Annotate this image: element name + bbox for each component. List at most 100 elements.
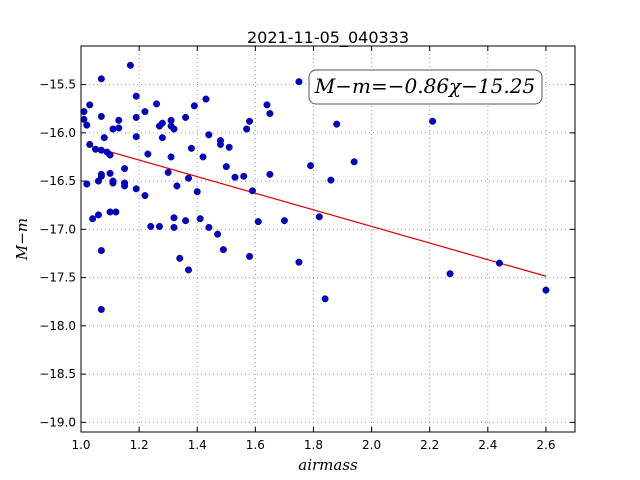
data-point — [350, 158, 358, 166]
x-axis-label: airmass — [298, 456, 358, 474]
data-point — [80, 115, 88, 123]
data-point — [185, 266, 193, 274]
data-point — [446, 270, 454, 278]
data-point — [193, 188, 201, 196]
data-point — [97, 170, 105, 178]
data-point — [216, 140, 224, 148]
data-point — [246, 117, 254, 125]
data-point — [92, 145, 100, 153]
data-point — [321, 295, 329, 303]
data-point — [266, 170, 274, 178]
x-tick-label: 2.4 — [478, 438, 497, 452]
data-point — [295, 78, 303, 86]
data-point — [231, 173, 239, 181]
data-point — [187, 144, 195, 152]
data-point — [83, 180, 91, 188]
x-tick-label: 1.0 — [71, 438, 90, 452]
data-point — [196, 215, 204, 223]
data-point — [202, 95, 210, 103]
data-point — [182, 217, 190, 225]
fit-line — [86, 144, 547, 277]
chart-title: 2021-11-05_040333 — [247, 28, 409, 48]
data-point — [173, 182, 181, 190]
y-axis-label: M−m — [13, 218, 31, 261]
x-tick-label: 2.6 — [536, 438, 555, 452]
y-tick-label: −16.5 — [39, 174, 76, 188]
data-point — [86, 140, 94, 148]
fit-line-group — [86, 144, 547, 277]
data-point — [248, 187, 256, 195]
x-tick-label: 2.0 — [362, 438, 381, 452]
data-point — [176, 254, 184, 262]
data-point — [205, 131, 213, 139]
data-point — [246, 252, 254, 260]
annotation-text: M−m=−0.86χ−15.25 — [314, 74, 535, 98]
data-point — [170, 125, 178, 133]
y-tick-label: −18.0 — [39, 319, 76, 333]
data-point — [83, 121, 91, 129]
data-point — [263, 101, 271, 109]
data-point — [112, 208, 120, 216]
data-point — [109, 125, 117, 133]
data-point — [158, 119, 166, 127]
data-point — [205, 223, 213, 231]
data-point — [315, 213, 323, 221]
data-point — [109, 177, 117, 185]
data-point — [214, 230, 222, 238]
data-point — [153, 100, 161, 108]
data-point — [115, 116, 123, 124]
data-point — [222, 163, 230, 171]
data-point — [167, 153, 175, 161]
y-tick-label: −15.5 — [39, 78, 76, 92]
data-point — [126, 61, 134, 69]
data-point — [155, 222, 163, 230]
y-tick-label: −19.0 — [39, 415, 76, 429]
data-point — [121, 165, 129, 173]
data-point — [106, 208, 114, 216]
data-point — [115, 124, 123, 132]
data-point — [86, 101, 94, 109]
data-point — [240, 172, 248, 180]
data-point — [243, 125, 251, 133]
data-point — [182, 113, 190, 121]
data-point — [307, 162, 315, 170]
data-point — [144, 150, 152, 158]
data-point — [132, 113, 140, 121]
data-point — [495, 259, 503, 267]
data-point — [542, 286, 550, 294]
y-tick-label: −17.5 — [39, 271, 76, 285]
y-tick-label: −16.0 — [39, 126, 76, 140]
axis-ticks: 1.0 1.2 1.4 1.6 1.8 2.0 2.2 2.4 2.6 −15.5 −16.0 −16… — [39, 46, 575, 452]
data-point — [94, 211, 102, 219]
x-tick-label: 1.4 — [188, 438, 207, 452]
annotation-box — [308, 69, 543, 105]
x-tick-label: 1.2 — [130, 438, 149, 452]
data-point — [429, 117, 437, 125]
data-point — [190, 102, 198, 110]
data-point — [280, 217, 288, 225]
data-point — [158, 134, 166, 142]
data-point — [141, 192, 149, 200]
data-point — [254, 218, 262, 226]
data-point — [225, 143, 233, 151]
plot-frame — [80, 45, 576, 433]
data-point — [327, 176, 335, 184]
data-point — [100, 134, 108, 142]
data-point — [170, 223, 178, 231]
data-point — [89, 215, 97, 223]
data-point — [97, 305, 105, 313]
data-point — [132, 185, 140, 193]
data-point — [266, 110, 274, 118]
data-point — [132, 92, 140, 100]
data-points — [80, 61, 550, 313]
data-point — [132, 133, 140, 141]
data-point — [121, 182, 129, 190]
data-point — [333, 120, 341, 128]
data-point — [97, 112, 105, 120]
data-point — [219, 246, 227, 254]
data-point — [97, 247, 105, 255]
data-point — [164, 168, 172, 176]
data-point — [170, 214, 178, 222]
data-point — [147, 222, 155, 230]
